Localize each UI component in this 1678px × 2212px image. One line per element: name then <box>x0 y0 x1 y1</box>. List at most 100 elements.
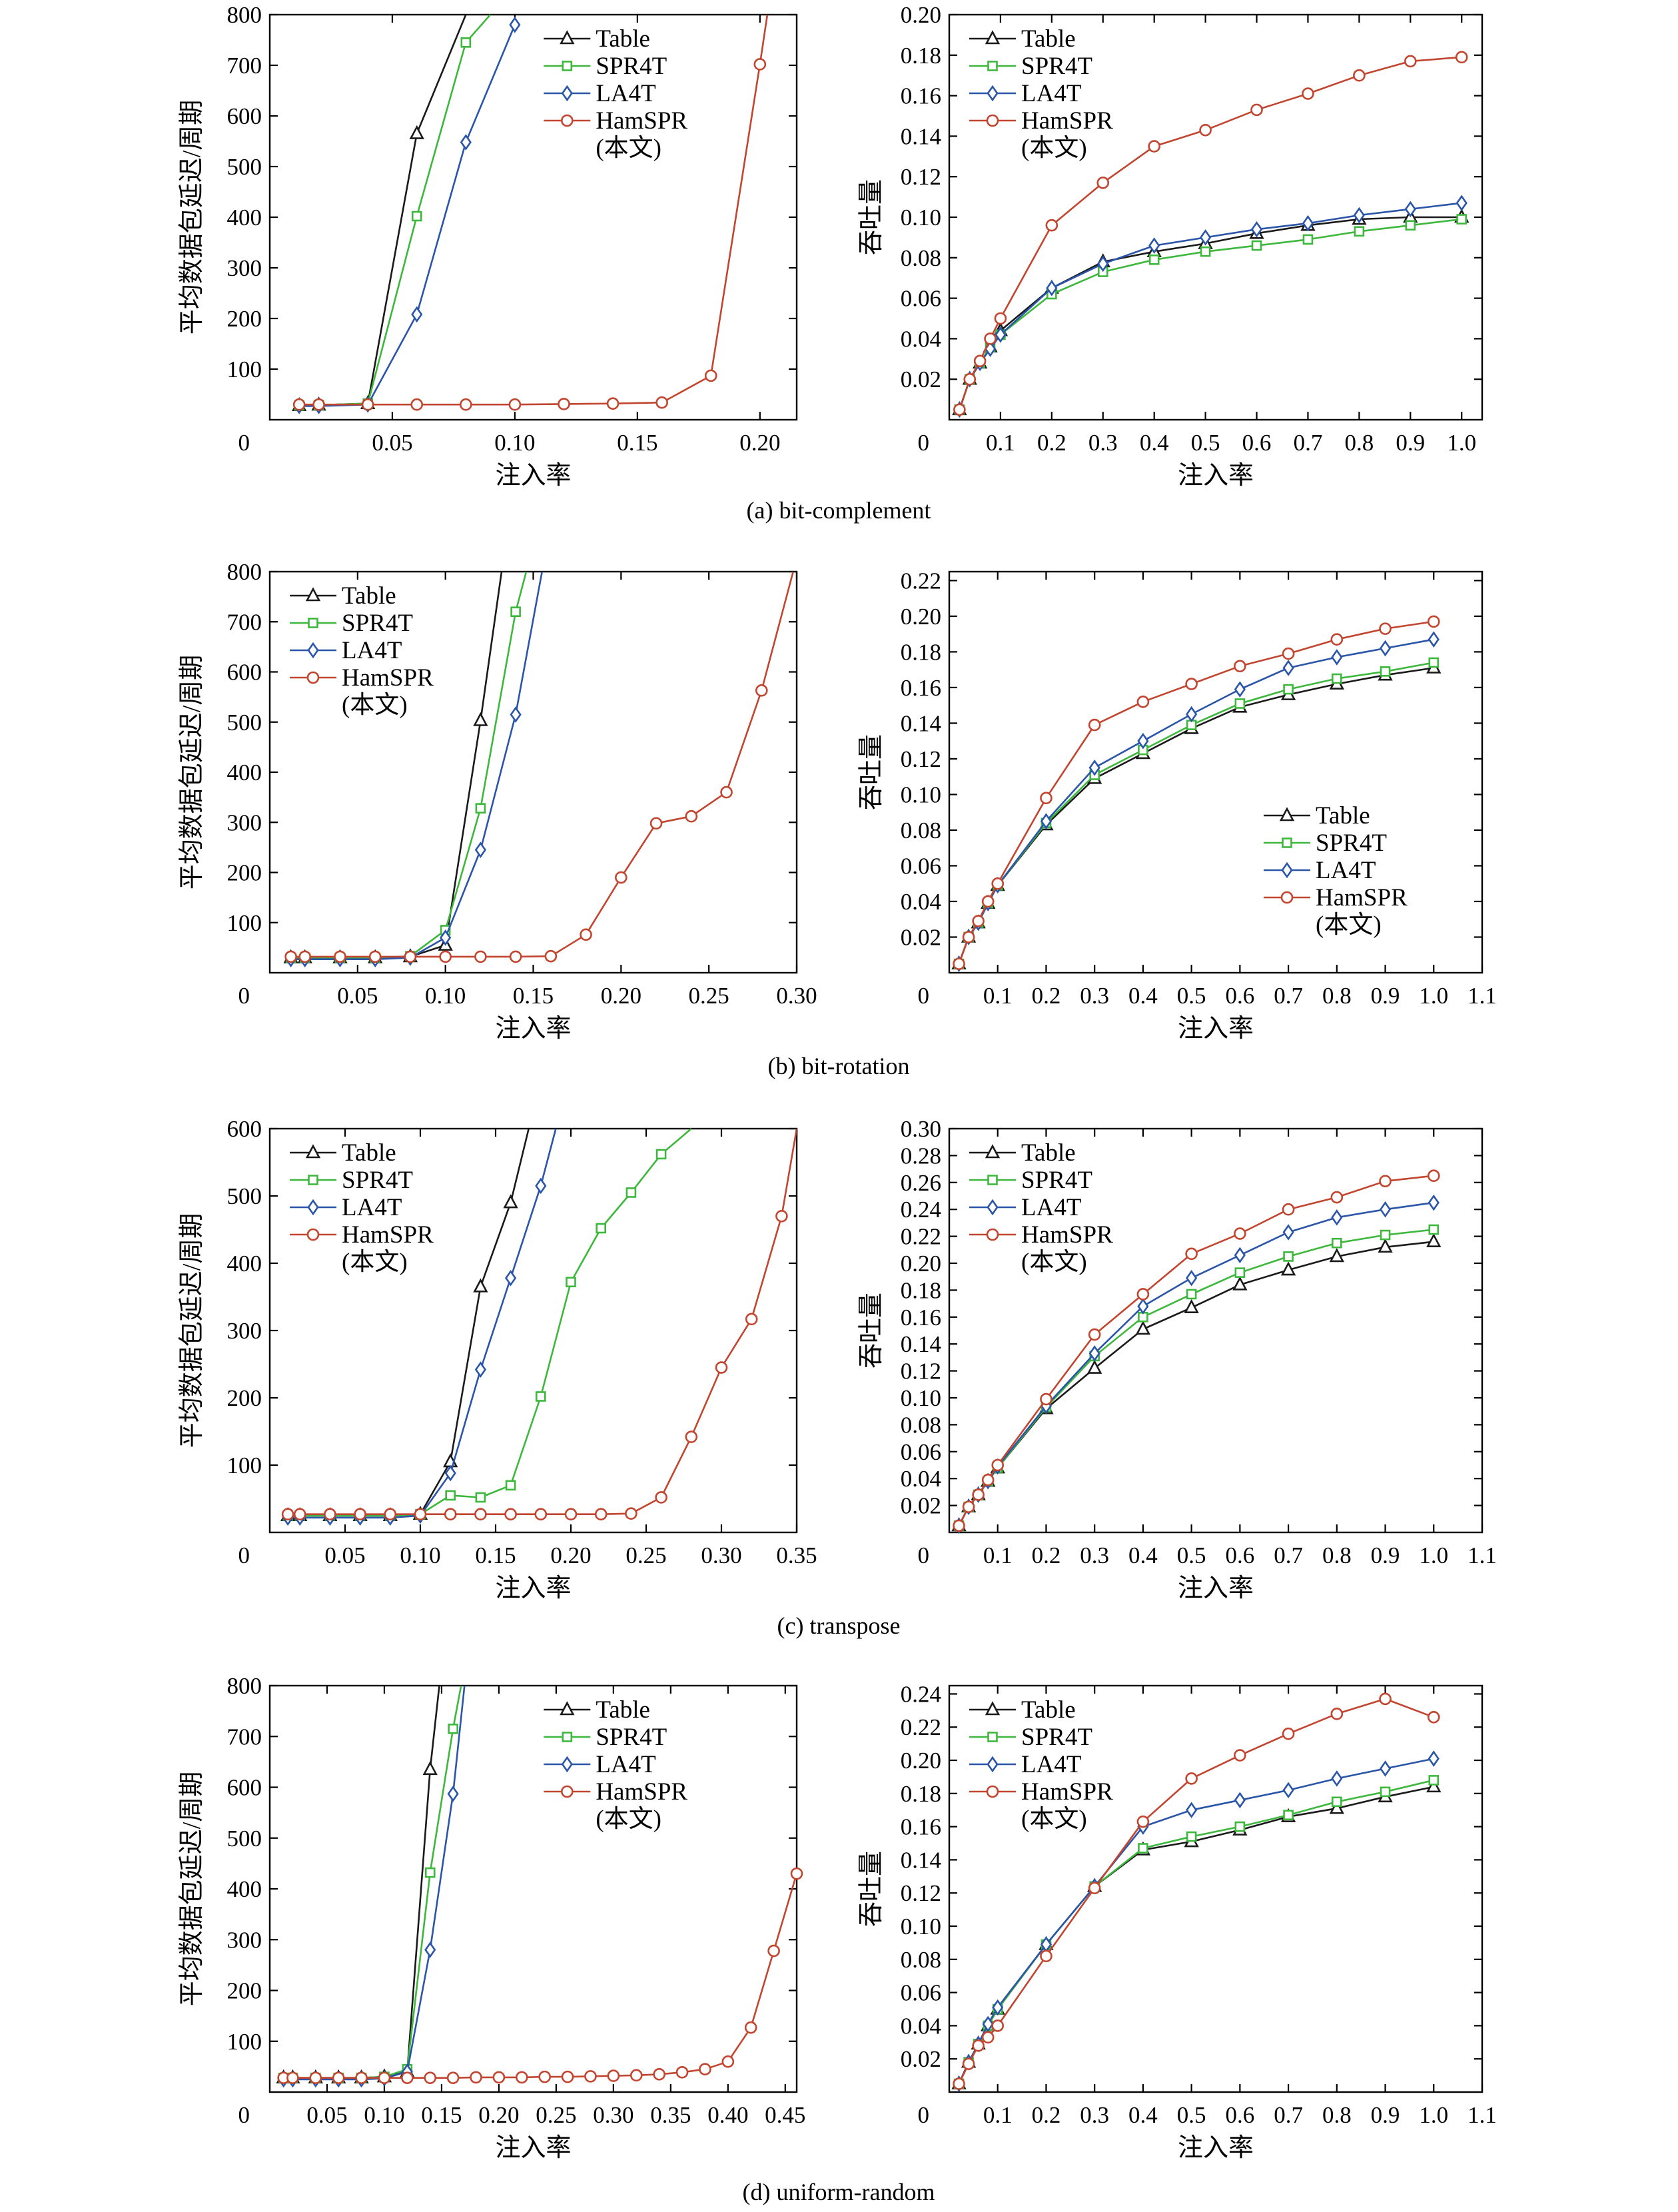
data-point-SPR4T <box>1200 246 1211 257</box>
series-Table <box>276 1685 440 2083</box>
data-point-SPR4T <box>1428 657 1440 668</box>
x-tick-label: 0.4 <box>1128 2102 1158 2128</box>
x-tick-label: 0.1 <box>983 2102 1013 2128</box>
y-tick-label: 500 <box>227 710 262 736</box>
y-tick-label: 0.12 <box>901 1880 941 1906</box>
data-point-Table <box>1329 1800 1344 1814</box>
x-tick-label: 0.5 <box>1177 2102 1206 2128</box>
legend-label-LA4T: LA4T <box>1021 80 1081 107</box>
data-point-SPR4T <box>1283 684 1294 695</box>
data-point-HamSPR <box>649 817 663 830</box>
series-LA4T <box>278 1685 466 2088</box>
x-tick-label: 0.6 <box>1242 430 1272 456</box>
data-point-SPR4T <box>1428 1224 1440 1235</box>
series-line-HamSPR <box>290 571 794 958</box>
series-line-LA4T <box>290 571 543 960</box>
data-point-SPR4T <box>1332 1796 1342 1808</box>
y-tick-label: 0.10 <box>901 1385 941 1411</box>
x-tick-label: 0.20 <box>739 430 780 456</box>
series-HamSPR <box>284 571 794 963</box>
y-tick-label: 0.14 <box>901 1331 941 1357</box>
data-point-LA4T <box>474 1361 486 1378</box>
x-tick-label: 1.0 <box>1419 2102 1448 2128</box>
series-HamSPR <box>953 615 1440 970</box>
y-tick-label: 700 <box>227 609 262 635</box>
x-tick-label: 0.35 <box>650 2102 691 2128</box>
chart-c-right: 0 0.1 0.2 0.3 0.4 0.5 0.6 0.7 0.8 0.9 1.0 1.10.020.… <box>857 1116 1497 1602</box>
data-point-LA4T <box>1186 1802 1198 1819</box>
x-tick-label: 0.7 <box>1274 1542 1303 1568</box>
data-point-HamSPR <box>1136 1815 1150 1828</box>
legend-marker-Table <box>985 1144 1001 1159</box>
data-point-SPR4T <box>1234 698 1246 709</box>
data-point-SPR4T <box>1148 255 1160 265</box>
y-axis-title: 平均数据包延迟/周期 <box>178 1213 206 1448</box>
axes-frame <box>948 570 1483 974</box>
data-point-HamSPR <box>953 957 965 970</box>
data-point-HamSPR <box>298 950 312 963</box>
data-point-LA4T <box>1379 1201 1392 1218</box>
data-point-Table <box>1232 1276 1248 1291</box>
y-tick-label: 0.10 <box>901 1914 941 1939</box>
axes-frame <box>268 13 798 421</box>
y-tick-label: 0.02 <box>901 924 941 950</box>
x-tick-label: 0.10 <box>425 983 466 1009</box>
data-point-HamSPR <box>1040 1949 1052 1963</box>
x-tick-label: 0.25 <box>689 983 729 1009</box>
x-tick-label: 0 <box>918 2102 930 2128</box>
x-tick-label: 0.10 <box>494 430 535 456</box>
y-tick-label: 300 <box>227 810 262 835</box>
x-tick-label: 0.15 <box>513 983 554 1009</box>
data-point-HamSPR <box>606 397 620 410</box>
data-point-HamSPR <box>334 950 346 963</box>
data-point-HamSPR <box>1185 1772 1198 1785</box>
data-point-HamSPR <box>564 1508 578 1521</box>
data-point-HamSPR <box>1330 1708 1344 1720</box>
x-tick-label: 0 <box>238 983 250 1009</box>
data-point-HamSPR <box>378 2071 391 2084</box>
y-tick-label: 0.24 <box>901 1681 941 1707</box>
legend-marker-SPR4T <box>987 61 998 71</box>
y-tick-label: 0.12 <box>901 1359 941 1384</box>
legend-label-Table: Table <box>342 582 396 610</box>
legend-label-SPR4T: SPR4T <box>1021 1724 1092 1751</box>
data-point-HamSPR <box>963 372 977 386</box>
data-point-HamSPR <box>607 2069 620 2082</box>
x-axis-title: 注入率 <box>1178 462 1254 490</box>
legend-label-Table: Table <box>1021 1139 1076 1167</box>
legend-label-SPR4T: SPR4T <box>596 1724 667 1751</box>
data-point-SPR4T <box>1186 1289 1197 1300</box>
data-point-SPR4T <box>1251 240 1262 251</box>
y-tick-label: 0.12 <box>901 746 941 772</box>
legend-marker-SPR4T <box>308 1175 318 1185</box>
data-point-LA4T <box>505 1269 517 1287</box>
x-tick-label: 0.05 <box>324 1542 365 1568</box>
y-tick-label: 800 <box>227 1673 262 1699</box>
legend-marker-SPR4T <box>1282 837 1292 848</box>
y-tick-label: 0.04 <box>901 2013 941 2039</box>
x-tick-label: 0.1 <box>983 1542 1013 1568</box>
series-HamSPR <box>292 14 769 411</box>
series-SPR4T <box>278 1685 462 2083</box>
data-point-SPR4T <box>505 1480 516 1491</box>
legend-label-SPR4T: SPR4T <box>596 53 667 80</box>
x-tick-label: 1.0 <box>1419 983 1448 1009</box>
data-point-HamSPR <box>1234 1749 1246 1762</box>
data-point-HamSPR <box>584 2070 597 2083</box>
y-tick-label: 100 <box>227 1452 262 1478</box>
legend-label-Table: Table <box>1316 802 1370 830</box>
data-point-HamSPR <box>790 1867 803 1880</box>
data-point-HamSPR <box>410 398 424 411</box>
axes-frame <box>948 1127 1483 1534</box>
y-tick-label: 0.16 <box>901 1814 941 1840</box>
data-point-HamSPR <box>1136 696 1150 708</box>
y-tick-label: 0.04 <box>901 1466 941 1492</box>
y-tick-label: 0.04 <box>901 889 941 915</box>
legend-label-HamSPR: HamSPR <box>596 107 687 135</box>
x-tick-label: 0.15 <box>421 2102 462 2128</box>
legend-note: (本文) <box>342 691 408 719</box>
data-point-HamSPR <box>655 396 668 409</box>
